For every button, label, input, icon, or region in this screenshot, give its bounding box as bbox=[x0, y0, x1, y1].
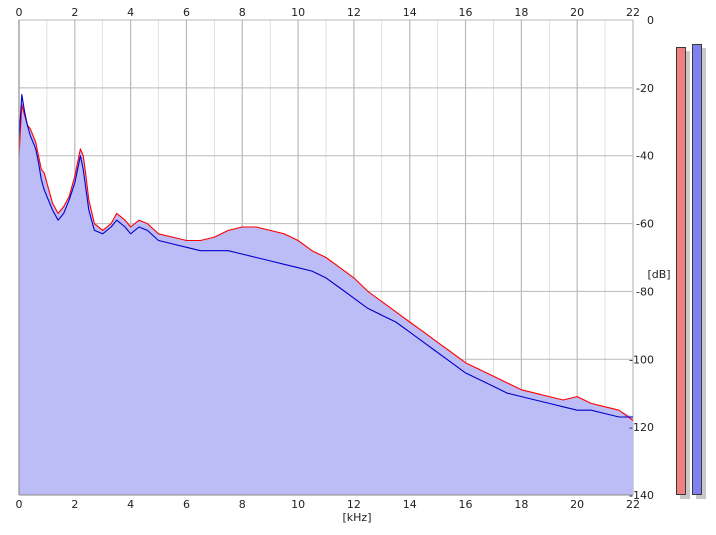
y-tick-label: -100 bbox=[629, 353, 654, 366]
x-tick-label-bottom: 14 bbox=[403, 498, 417, 511]
series-line-blue bbox=[18, 94, 633, 418]
x-tick-label-bottom: 2 bbox=[71, 498, 78, 511]
x-tick-label-bottom: 4 bbox=[127, 498, 134, 511]
x-tick-label-top: 0 bbox=[16, 6, 23, 19]
x-tick-label-top: 18 bbox=[514, 6, 528, 19]
x-tick-label-bottom: 22 bbox=[626, 498, 640, 511]
y-tick-label: 0 bbox=[647, 14, 654, 27]
y-tick-label: -40 bbox=[636, 150, 654, 163]
x-ticks-bottom: 0 2 4 6 8 10 12 14 16 18 20 22 bbox=[16, 498, 641, 511]
x-tick-label-bottom: 0 bbox=[16, 498, 23, 511]
x-tick-label-bottom: 6 bbox=[183, 498, 190, 511]
level-meter-left bbox=[676, 47, 686, 495]
x-tick-label-top: 6 bbox=[183, 6, 190, 19]
spectrum-area-fill bbox=[19, 94, 633, 495]
x-tick-label-bottom: 10 bbox=[291, 498, 305, 511]
x-tick-label-top: 16 bbox=[459, 6, 473, 19]
x-tick-label-top: 2 bbox=[71, 6, 78, 19]
x-tick-label-bottom: 8 bbox=[239, 498, 246, 511]
y-axis-label: [dB] bbox=[647, 268, 670, 281]
x-tick-label-top: 12 bbox=[347, 6, 361, 19]
y-tick-label: -80 bbox=[636, 285, 654, 298]
level-meter-right bbox=[692, 43, 702, 495]
x-ticks-top: 0 2 4 6 8 10 12 14 16 18 20 22 bbox=[16, 6, 641, 19]
y-tick-label: -140 bbox=[629, 489, 654, 502]
y-tick-label: -60 bbox=[636, 218, 654, 231]
x-tick-label-bottom: 12 bbox=[347, 498, 361, 511]
y-tick-label: -20 bbox=[636, 82, 654, 95]
series-line-red bbox=[18, 104, 634, 421]
x-tick-label-bottom: 18 bbox=[514, 498, 528, 511]
x-tick-label-top: 10 bbox=[291, 6, 305, 19]
x-tick-label-top: 4 bbox=[127, 6, 134, 19]
x-tick-label-bottom: 16 bbox=[459, 498, 473, 511]
x-tick-label-top: 22 bbox=[626, 6, 640, 19]
x-tick-label-top: 8 bbox=[239, 6, 246, 19]
x-tick-label-top: 14 bbox=[403, 6, 417, 19]
y-ticks-right: 0 -20 -40 -60 -80 -100 -120 -140 bbox=[629, 14, 654, 502]
spectrum-series bbox=[18, 94, 634, 421]
spectrum-fill bbox=[19, 94, 633, 495]
y-tick-label: -120 bbox=[629, 421, 654, 434]
x-tick-label-bottom: 20 bbox=[570, 498, 584, 511]
x-tick-label-top: 20 bbox=[570, 6, 584, 19]
x-axis-label: [kHz] bbox=[343, 511, 372, 524]
